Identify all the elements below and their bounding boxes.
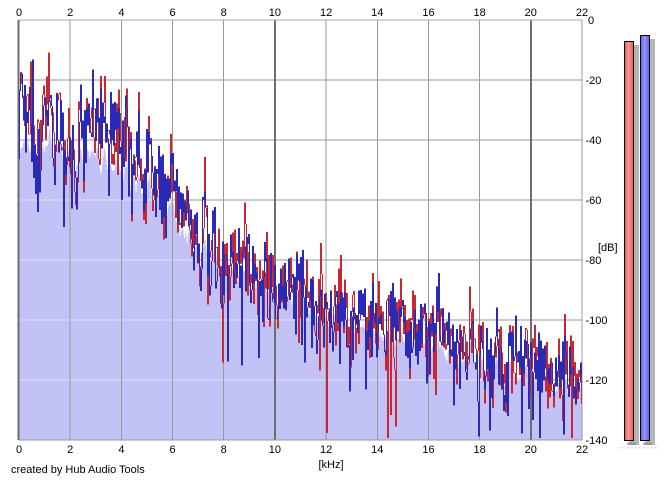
svg-text:20: 20 [525,7,537,19]
svg-text:-80: -80 [586,255,602,267]
svg-text:18: 18 [473,444,485,456]
svg-text:6: 6 [169,444,175,456]
svg-text:22: 22 [576,444,588,456]
svg-text:6: 6 [169,7,175,19]
svg-text:16: 16 [422,7,434,19]
svg-text:4: 4 [118,7,124,19]
svg-text:0: 0 [588,15,594,27]
svg-text:2: 2 [67,444,73,456]
svg-text:10: 10 [269,7,281,19]
svg-text:8: 8 [221,7,227,19]
svg-text:14: 14 [371,7,383,19]
svg-text:8: 8 [221,444,227,456]
svg-text:20: 20 [525,444,537,456]
svg-text:0: 0 [16,444,22,456]
svg-text:10: 10 [269,444,281,456]
svg-text:[kHz]: [kHz] [318,459,343,471]
svg-text:12: 12 [320,444,332,456]
svg-text:18: 18 [473,7,485,19]
svg-text:created by Hub Audio Tools: created by Hub Audio Tools [11,464,145,476]
svg-text:-40: -40 [586,135,602,147]
svg-text:-140: -140 [586,435,608,447]
svg-text:[dB]: [dB] [598,242,618,254]
svg-text:14: 14 [371,444,383,456]
svg-text:2: 2 [67,7,73,19]
svg-text:-120: -120 [586,375,608,387]
svg-text:-60: -60 [586,195,602,207]
svg-text:-20: -20 [586,75,602,87]
svg-text:0: 0 [16,7,22,19]
svg-text:4: 4 [118,444,124,456]
svg-text:-100: -100 [586,315,608,327]
svg-text:16: 16 [422,444,434,456]
svg-text:12: 12 [320,7,332,19]
svg-text:22: 22 [576,7,588,19]
